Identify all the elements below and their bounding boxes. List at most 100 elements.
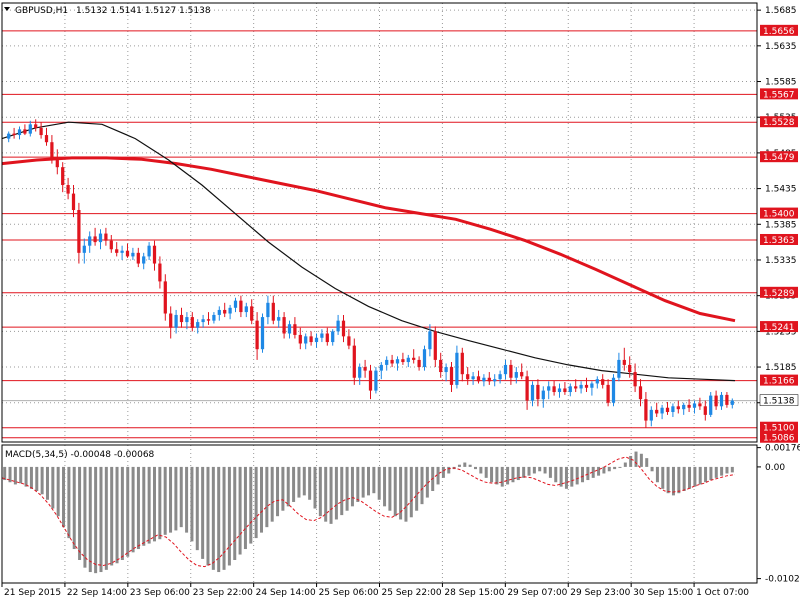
candle-body <box>23 129 27 134</box>
candle-body <box>109 240 113 250</box>
candle-body <box>719 394 724 407</box>
macd-histogram-bar <box>3 466 7 481</box>
macd-histogram-bar <box>72 466 76 550</box>
macd-histogram-bar <box>233 466 237 560</box>
candle-body <box>66 185 70 194</box>
candle-body <box>206 319 211 321</box>
candle-body <box>552 386 556 393</box>
candle-body <box>471 376 475 380</box>
candle-body <box>368 370 373 391</box>
candle-body <box>655 409 659 414</box>
candle-body <box>287 324 292 334</box>
chart-menu-triangle-icon[interactable] <box>4 7 10 11</box>
macd-axis-label: 0.00 <box>765 463 785 473</box>
candle-body <box>320 333 324 338</box>
chart-symbol: GBPUSD,H1 <box>15 6 68 16</box>
macd-histogram-bar <box>313 466 317 509</box>
candle-body <box>298 334 302 344</box>
macd-histogram-bar <box>607 466 611 472</box>
candle-body <box>255 320 259 350</box>
macd-histogram-bar <box>532 466 536 474</box>
level-price-label: 1.5363 <box>763 236 795 246</box>
candle-body <box>606 384 610 403</box>
candle-body <box>476 376 481 382</box>
level-price-tag <box>760 116 798 128</box>
macd-histogram-bar <box>447 466 451 474</box>
candle-body <box>385 359 389 365</box>
macd-histogram-bar <box>597 466 601 476</box>
level-price-label: 1.5400 <box>763 210 795 220</box>
candle-body <box>547 386 551 391</box>
level-layer <box>2 30 757 439</box>
macd-histogram-bar <box>163 466 167 535</box>
macd-histogram-bar <box>575 466 579 485</box>
macd-histogram-bar <box>126 466 130 557</box>
candle-body <box>115 249 119 253</box>
candle-body <box>309 336 313 343</box>
macd-histogram-bar <box>682 466 686 491</box>
macd-histogram-bar <box>527 466 531 476</box>
fast-moving-average-line <box>1 121 736 382</box>
level-price-tag <box>760 207 798 219</box>
macd-histogram-bar <box>479 466 483 474</box>
macd-histogram-bar <box>720 466 724 476</box>
macd-histogram-bar <box>318 466 322 517</box>
macd-histogram-bar <box>570 466 574 487</box>
candle-body <box>158 263 162 282</box>
macd-histogram-bar <box>516 466 520 481</box>
candle-body <box>98 233 103 243</box>
macd-histogram-bar <box>265 466 269 528</box>
macd-histogram-bar <box>372 466 376 494</box>
level-price-tag <box>760 421 798 433</box>
macd-title: MACD(5,34,5) -0.00048 -0.00068 <box>5 450 155 460</box>
macd-histogram-bar <box>409 466 413 518</box>
candle-body <box>44 135 49 143</box>
candle-body <box>50 142 54 161</box>
candle-body <box>703 406 707 415</box>
macd-histogram-bar <box>152 466 156 542</box>
candle-body <box>17 129 22 136</box>
candle-body <box>39 127 43 136</box>
candle-body <box>563 388 567 393</box>
macd-histogram-bar <box>29 466 33 489</box>
macd-histogram-bar <box>623 462 627 467</box>
candle-body <box>7 133 11 139</box>
candle-body <box>509 364 513 378</box>
main-pane-frame <box>1 2 758 443</box>
macd-histogram-bar <box>436 466 440 485</box>
macd-histogram-bar <box>35 466 39 491</box>
macd-histogram-bar <box>211 466 215 570</box>
candle-body <box>633 372 637 387</box>
candle-body <box>682 404 686 410</box>
level-price-label: 1.5479 <box>763 153 795 163</box>
macd-histogram-bar <box>340 466 344 516</box>
candle-body <box>163 281 167 314</box>
candle-body <box>277 317 281 321</box>
candle-body <box>104 233 108 241</box>
macd-histogram-bar <box>78 466 82 560</box>
candle-body <box>82 245 86 253</box>
candle-body <box>671 406 675 413</box>
macd-histogram-bar <box>40 466 44 495</box>
macd-histogram-bar <box>511 466 515 483</box>
macd-histogram-bar <box>522 466 526 478</box>
level-price-tag <box>760 286 798 298</box>
macd-histogram-bar <box>463 462 467 467</box>
chart-ohlc: 1.5132 1.5141 1.5127 1.5138 <box>76 6 211 16</box>
slow-moving-average-line <box>1 156 736 323</box>
macd-histogram-bar <box>19 466 23 484</box>
macd-histogram-bar <box>367 466 370 496</box>
macd-layer <box>1 451 736 574</box>
macd-histogram-bar <box>714 466 718 478</box>
candle-body <box>417 359 421 368</box>
macd-histogram-bar <box>356 466 360 502</box>
macd-histogram-bar <box>618 466 622 468</box>
macd-histogram-bar <box>591 466 595 478</box>
candle-body <box>293 324 297 335</box>
axis-layer: 1.56851.56351.55851.55351.54851.54351.53… <box>1 6 800 598</box>
macd-histogram-bar <box>254 466 258 539</box>
candle-body <box>541 390 545 400</box>
time-axis-label: 25 Sep 06:00 <box>319 588 379 598</box>
macd-histogram-bar <box>730 466 734 473</box>
